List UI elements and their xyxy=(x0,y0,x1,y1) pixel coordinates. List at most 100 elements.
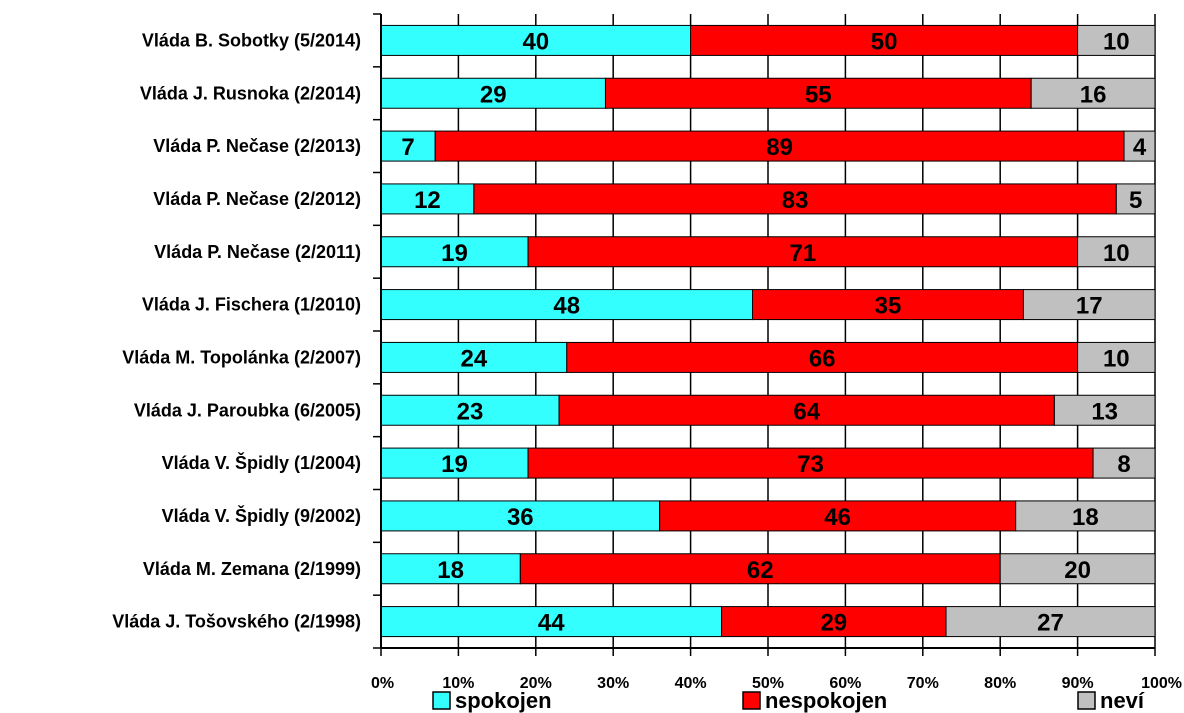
bar-segment xyxy=(527,236,1079,268)
data-label: 27 xyxy=(1037,610,1064,637)
category-label: Vláda J. Paroubka (6/2005) xyxy=(134,400,361,420)
data-label: 62 xyxy=(747,557,774,584)
category-label: Vláda M. Zemana (2/1999) xyxy=(143,559,361,579)
bar-segment xyxy=(1022,289,1156,321)
bar-segment xyxy=(380,130,436,162)
x-tick-label: 90% xyxy=(1062,675,1094,692)
category-label: Vláda M. Topolánka (2/2007) xyxy=(122,347,361,367)
bar-segment xyxy=(752,289,1024,321)
data-label: 48 xyxy=(553,293,580,320)
bar-segment xyxy=(1077,24,1156,56)
data-label: 29 xyxy=(480,81,507,108)
data-label: 66 xyxy=(809,345,836,372)
data-label: 20 xyxy=(1064,557,1091,584)
data-label: 23 xyxy=(457,398,484,425)
bar-segment xyxy=(380,183,475,215)
x-tick-label: 50% xyxy=(752,675,784,692)
data-label: 7 xyxy=(401,134,414,161)
bar-segment xyxy=(380,553,521,585)
bar-segment xyxy=(473,183,1117,215)
category-label: Vláda B. Sobotky (5/2014) xyxy=(142,30,361,50)
data-label: 55 xyxy=(805,81,832,108)
data-label: 18 xyxy=(437,557,464,584)
data-label: 40 xyxy=(522,28,549,55)
bar-segment xyxy=(380,24,692,56)
category-label: Vláda P. Nečase (2/2012) xyxy=(153,189,361,209)
bar-segment xyxy=(659,500,1017,532)
category-label: Vláda J. Tošovského (2/1998) xyxy=(112,612,361,632)
data-label: 13 xyxy=(1091,398,1118,425)
bar-segment xyxy=(380,394,560,426)
data-label: 50 xyxy=(871,28,898,55)
data-label: 46 xyxy=(824,504,851,531)
data-label: 64 xyxy=(793,398,820,425)
x-tick-label: 80% xyxy=(984,675,1016,692)
data-label: 10 xyxy=(1103,345,1130,372)
x-tick-label: 60% xyxy=(829,675,861,692)
data-label: 10 xyxy=(1103,28,1130,55)
data-label: 29 xyxy=(820,610,847,637)
legend-label: spokojen xyxy=(455,688,552,713)
bar-segment xyxy=(380,236,529,268)
category-label: Vláda V. Špidly (9/2002) xyxy=(162,505,361,526)
x-tick-label: 40% xyxy=(675,675,707,692)
bar-segment xyxy=(945,606,1156,638)
bar-segment xyxy=(999,553,1156,585)
data-label: 16 xyxy=(1080,81,1107,108)
data-label: 36 xyxy=(507,504,534,531)
bar-segment xyxy=(1123,130,1156,162)
x-tick-label: 10% xyxy=(442,675,474,692)
bar-segment xyxy=(558,394,1055,426)
legend-label: nespokojen xyxy=(765,688,887,713)
legend-label: neví xyxy=(1100,688,1145,713)
bar-segment xyxy=(380,606,723,638)
plot-area: 40 50 10 Vláda B. Sobotky (5/2014) 29 55 16 Vlá… xyxy=(112,13,1182,692)
category-label: Vláda J. Rusnoka (2/2014) xyxy=(140,83,361,103)
bar-segment xyxy=(690,24,1079,56)
bar-segment xyxy=(380,341,568,373)
category-label: Vláda V. Špidly (1/2004) xyxy=(162,452,361,473)
data-label: 19 xyxy=(441,240,468,267)
bar-segment xyxy=(1015,500,1156,532)
x-tick-label: 0% xyxy=(371,675,394,692)
bar-segment xyxy=(380,77,606,109)
data-label: 73 xyxy=(797,451,824,478)
legend-swatch xyxy=(432,691,451,710)
bar-segment xyxy=(566,341,1079,373)
data-label: 71 xyxy=(789,240,816,267)
data-label: 10 xyxy=(1103,240,1130,267)
data-label: 19 xyxy=(441,451,468,478)
data-label: 35 xyxy=(875,293,902,320)
data-label: 8 xyxy=(1117,451,1130,478)
data-label: 17 xyxy=(1076,293,1103,320)
bar-segment xyxy=(1115,183,1156,215)
bar-segment xyxy=(1053,394,1156,426)
data-label: 12 xyxy=(414,187,441,214)
data-label: 83 xyxy=(782,187,809,214)
bar-segment xyxy=(604,77,1032,109)
bar-segment xyxy=(1077,236,1156,268)
category-label: Vláda P. Nečase (2/2013) xyxy=(153,136,361,156)
bar-segment xyxy=(1077,341,1156,373)
bar-segment xyxy=(527,447,1094,479)
bar-segment xyxy=(1030,77,1156,109)
data-label: 4 xyxy=(1133,134,1147,161)
x-tick-label: 70% xyxy=(907,675,939,692)
legend: spokojen nespokojen neví xyxy=(432,688,1145,713)
data-label: 44 xyxy=(538,610,565,637)
x-tick-label: 100% xyxy=(1141,675,1182,692)
data-label: 89 xyxy=(766,134,793,161)
x-tick-label: 20% xyxy=(520,675,552,692)
category-label: Vláda J. Fischera (1/2010) xyxy=(142,295,361,315)
data-label: 5 xyxy=(1129,187,1142,214)
bar-segment xyxy=(380,289,754,321)
bar-segment xyxy=(519,553,1001,585)
bar-segment xyxy=(1092,447,1156,479)
x-tick-label: 30% xyxy=(597,675,629,692)
data-label: 24 xyxy=(461,345,488,372)
bar-segment xyxy=(721,606,947,638)
data-label: 18 xyxy=(1072,504,1099,531)
legend-swatch xyxy=(1077,691,1096,710)
bar-segment xyxy=(380,447,529,479)
